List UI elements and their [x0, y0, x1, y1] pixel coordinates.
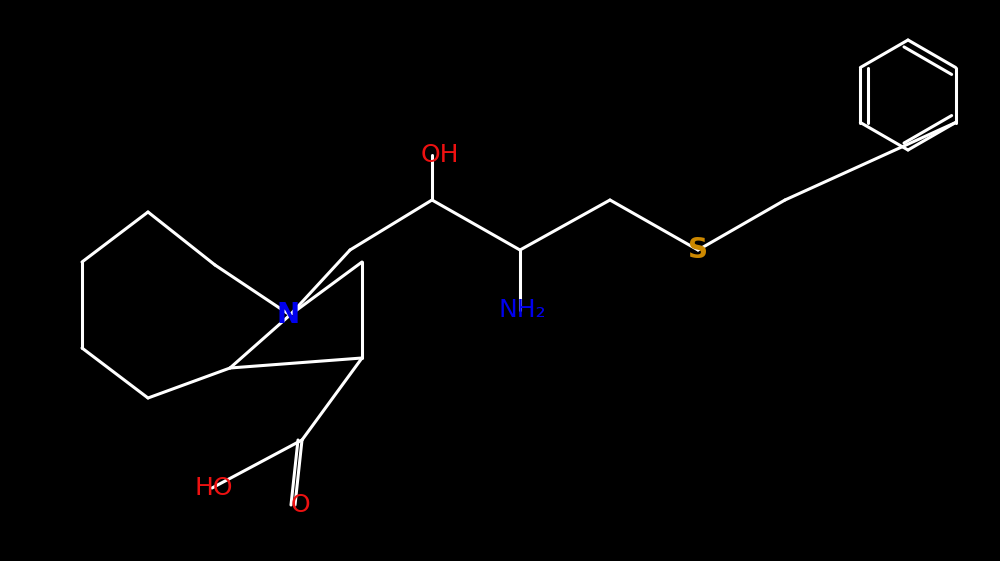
- Text: OH: OH: [421, 143, 459, 167]
- Text: S: S: [688, 236, 708, 264]
- Text: O: O: [290, 493, 310, 517]
- Text: N: N: [276, 301, 300, 329]
- Text: NH₂: NH₂: [498, 298, 546, 322]
- Text: HO: HO: [195, 476, 233, 500]
